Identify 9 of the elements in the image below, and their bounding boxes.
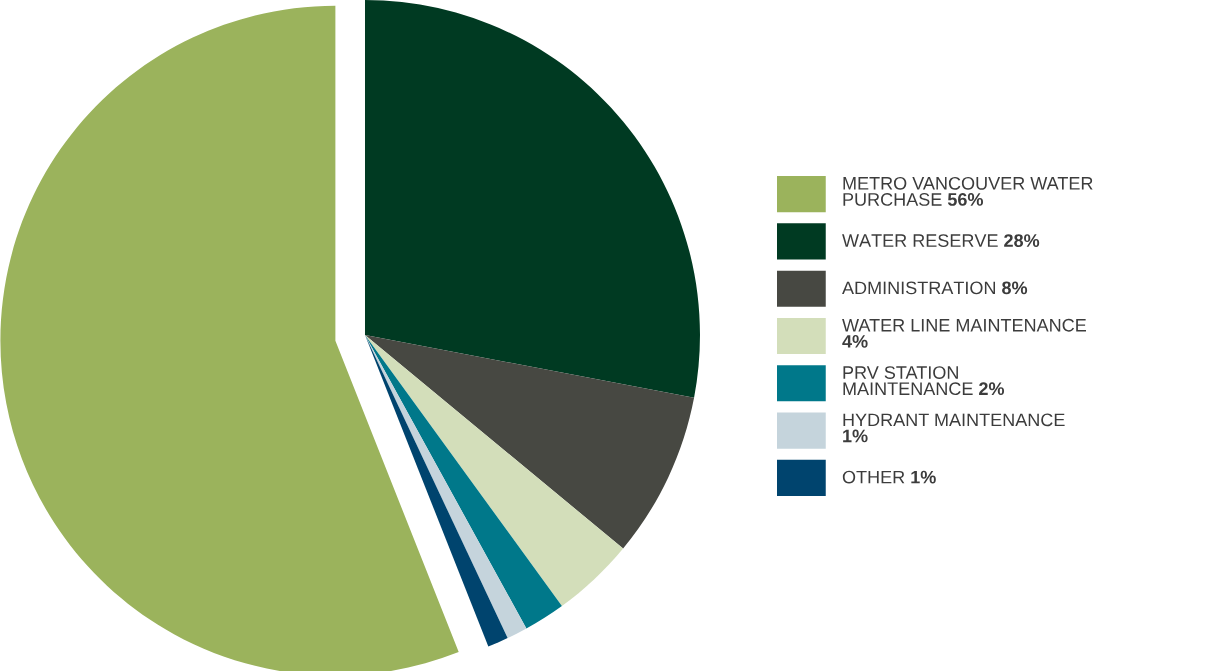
legend-label: METRO VANCOUVER WATER PURCHASE 56% — [843, 176, 1093, 206]
legend-label: WATER RESERVE 28% — [842, 234, 1040, 247]
legend-label: HYDRANT MAINTENANCE — [843, 413, 1065, 427]
legend-label: ADMINISTRATION 8% — [842, 281, 1028, 295]
data-label: 4% — [842, 334, 868, 348]
legend-label: WATER LINE MAINTENANCE — [842, 318, 1086, 332]
legend-label: OTHER 1% — [842, 470, 936, 484]
data-label: 1% — [843, 429, 868, 443]
legend-label: PRV STATION MAINTENANCE 2% — [843, 366, 1005, 396]
